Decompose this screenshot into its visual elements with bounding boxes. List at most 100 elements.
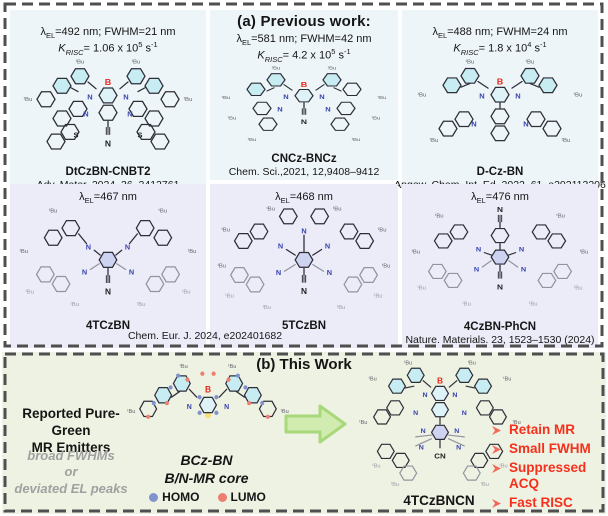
- lumo-dot: [164, 400, 169, 406]
- molecule-5tczbn: ᵗBu ᵗBu N ᵗBu ᵗBu N N ᵗBu ᵗBu N N N ᵗBu …: [218, 206, 391, 311]
- tbu-label: ᵗBu: [369, 376, 377, 383]
- nitrogen-label: N: [123, 92, 128, 101]
- molecule-4tczbn: ᵗBu ᵗBu N N ᵗBu ᵗBu N N N ᵗBu ᵗBu ᵗBu ᵗB…: [20, 208, 197, 308]
- tbu-label: ᵗBu: [359, 419, 367, 426]
- tbu-label: ᵗBu: [391, 481, 399, 488]
- nitrogen-label: N: [301, 227, 306, 236]
- bullet-arrow-icon: [492, 445, 501, 454]
- lambda-line: λEL=488 nm; FWHM=24 nm: [432, 26, 568, 41]
- forward-arrow-icon: [284, 404, 347, 444]
- tbu-label: ᵗBu: [418, 92, 427, 99]
- molecule-name: D-Cz-BN: [476, 166, 524, 178]
- tbu-label: ᵗBu: [132, 59, 141, 66]
- lumo-dot: [226, 377, 231, 382]
- tbu-label: ᵗBu: [24, 96, 33, 103]
- nitrogen-label: N: [519, 247, 524, 254]
- lumo-dot-icon: [217, 492, 227, 502]
- homo-dot: [168, 385, 173, 390]
- benefit-list: Retain MR Small FWHM Suppressed ACQ Fast…: [491, 422, 607, 511]
- reference: Chem. Sci.,2021, 12,9408–9412: [228, 166, 380, 178]
- lambda-line: λEL=476 nm: [471, 191, 529, 206]
- tbu-label: ᵗBu: [374, 293, 382, 300]
- reference: Nature. Materials. 23, 1523–1530 (2024): [405, 334, 595, 346]
- tbu-label: ᵗBu: [468, 360, 476, 367]
- bullet-arrow-icon: [492, 499, 501, 508]
- nitrogen-label: N: [82, 268, 87, 277]
- benefit-item: Small FWHM: [491, 441, 607, 457]
- tbu-label: ᵗBu: [272, 66, 281, 71]
- molecule-name: DtCzBN-CNBT2: [65, 166, 151, 178]
- lumo-dot: [200, 371, 205, 376]
- homo-dot: [176, 373, 181, 378]
- tbu-label: ᵗBu: [556, 213, 564, 220]
- boron-label: B: [301, 81, 308, 89]
- tbu-label: ᵗBu: [20, 248, 28, 255]
- lumo-dot: [247, 400, 252, 406]
- nitrogen-label: N: [127, 110, 132, 119]
- legend-lumo: LUMO: [217, 490, 266, 504]
- tbu-label: ᵗBu: [378, 95, 387, 100]
- nitrile-label: N: [301, 287, 307, 296]
- nitrogen-label: N: [276, 268, 281, 277]
- tbu-label: ᵗBu: [404, 360, 412, 367]
- tbu-label: ᵗBu: [76, 59, 85, 66]
- tbu-label: ᵗBu: [225, 293, 233, 300]
- tbu-label: ᵗBu: [503, 376, 511, 383]
- benefit-item: Suppressed ACQ: [491, 460, 607, 492]
- sulfur-label: S: [137, 131, 142, 140]
- sulfur-label: S: [73, 131, 78, 140]
- tbu-label: ᵗBu: [372, 463, 380, 470]
- molecule-bcz-bn: ᵗBu ᵗBu B N N ᵗBu ᵗBu: [127, 363, 289, 419]
- homo-dot: [214, 395, 219, 400]
- card-cncz-bncz: (a) Previous work: λEL=581 nm; FWHM=42 n…: [210, 10, 398, 180]
- tbu-label: ᵗBu: [71, 301, 79, 308]
- tbu-label: ᵗBu: [26, 289, 34, 296]
- tbu-label: ᵗBu: [481, 481, 489, 488]
- krisc-line: KRISC= 4.2 x 105 s-1: [257, 47, 351, 65]
- tbu-label: ᵗBu: [328, 66, 337, 71]
- lumo-dot: [146, 414, 151, 419]
- homo-dot: [197, 395, 202, 400]
- tbu-label: ᵗBu: [222, 227, 230, 234]
- tbu-label: ᵗBu: [49, 208, 57, 215]
- bullet-arrow-icon: [492, 464, 501, 473]
- tbu-label: ᵗBu: [526, 59, 535, 66]
- benefit-item: Fast RISC: [491, 495, 607, 511]
- nitrogen-label: N: [83, 110, 88, 119]
- nitrogen-label: N: [462, 410, 467, 417]
- nitrogen-label: N: [187, 403, 192, 411]
- tbu-label: ᵗBu: [228, 363, 236, 370]
- tbu-label: ᵗBu: [218, 263, 226, 270]
- homo-lumo-legend: HOMO LUMO: [120, 490, 295, 504]
- tbu-label: ᵗBu: [184, 96, 193, 103]
- nitrogen-label: N: [278, 242, 283, 251]
- tbu-label: ᵗBu: [562, 137, 571, 144]
- boron-label: B: [497, 77, 503, 87]
- nitrogen-label: N: [327, 268, 332, 277]
- nitrile-label: N: [105, 288, 111, 297]
- panel-a-heading: (a) Previous work:: [237, 13, 371, 30]
- molecule-dtczbn-cnbt2: ᵗBu ᵗBu B N N ᵗBu ᵗBu N N S S N: [24, 59, 193, 150]
- card-4czbn-phcn: λEL=476 nm N ᵗBu ᵗBu N N ᵗBu ᵗBu N N N ᵗ…: [402, 184, 598, 348]
- krisc-line: KRISC= 1.8 x 104 s-1: [453, 40, 547, 58]
- tbu-label: ᵗBu: [466, 59, 475, 66]
- bullet-arrow-icon: [492, 426, 501, 435]
- molecule-cncz-bncz: ᵗBu ᵗBu B N N ᵗBu ᵗBu N N ᵗBu ᵗBu ᵗBu ᵗB…: [222, 66, 387, 143]
- homo-dot: [151, 400, 156, 406]
- cyano-label: CN: [434, 452, 446, 461]
- tbu-label: ᵗBu: [435, 213, 443, 220]
- homo-dot: [197, 410, 202, 415]
- tbu-label: ᵗBu: [529, 301, 537, 308]
- nitrogen-label: N: [283, 95, 289, 101]
- tbu-label: ᵗBu: [382, 263, 390, 270]
- boron-label: B: [205, 384, 211, 394]
- nitrogen-label: N: [325, 107, 331, 113]
- tbu-label: ᵗBu: [248, 137, 257, 142]
- tbu-label: ᵗBu: [337, 304, 345, 311]
- card-dtczbn-cnbt2: λEL=492 nm; FWHM=21 nm KRISC= 1.06 x 105…: [10, 10, 206, 193]
- tbu-label: ᵗBu: [574, 92, 583, 99]
- nitrogen-label: N: [413, 410, 418, 417]
- homo-dot: [260, 400, 265, 406]
- tbu-label: ᵗBu: [463, 301, 471, 308]
